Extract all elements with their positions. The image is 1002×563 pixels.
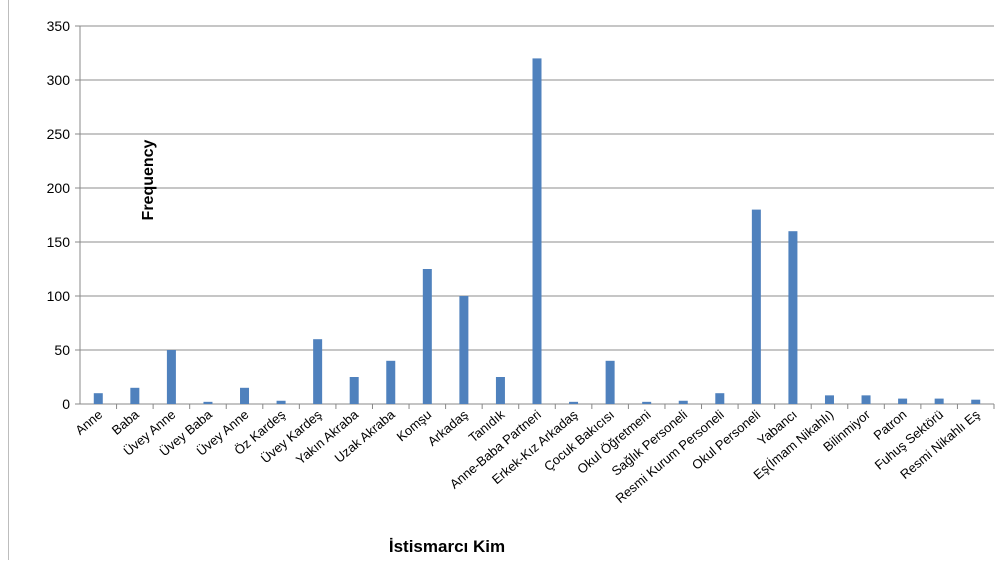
bar <box>752 210 761 404</box>
bar <box>130 388 139 404</box>
y-tick-label: 200 <box>47 180 71 196</box>
bar <box>203 402 212 404</box>
x-category-label: Anne <box>72 407 105 438</box>
bar <box>496 377 505 404</box>
bar <box>533 58 542 404</box>
bar <box>606 361 615 404</box>
chart-frame: 0 50 100 150 200 250 300 350 Anne Baba Üvey Anne Ü… <box>8 0 998 560</box>
bar <box>825 395 834 404</box>
x-category-label: Arkadaş <box>425 406 472 448</box>
y-tick-label: 100 <box>47 288 71 304</box>
bar <box>313 339 322 404</box>
y-tick-label: 300 <box>47 72 71 88</box>
y-tick-label: 250 <box>47 126 71 142</box>
bar <box>569 402 578 404</box>
bar <box>642 402 651 404</box>
bar <box>386 361 395 404</box>
y-tick-label: 350 <box>47 18 71 34</box>
bar <box>715 393 724 404</box>
bar <box>788 231 797 404</box>
bar <box>277 401 286 404</box>
bar <box>240 388 249 404</box>
bar <box>679 401 688 404</box>
bar <box>898 399 907 404</box>
bar <box>971 400 980 404</box>
y-tick-label: 150 <box>47 234 71 250</box>
bar <box>459 296 468 404</box>
bars <box>94 58 980 404</box>
x-axis-title: İstismarcı Kim <box>389 537 505 556</box>
bar <box>350 377 359 404</box>
bar <box>423 269 432 404</box>
y-tick-label: 0 <box>62 396 70 412</box>
y-axis-ticks: 0 50 100 150 200 250 300 350 <box>47 18 80 412</box>
bar <box>935 399 944 404</box>
y-axis-title: Frequency <box>140 139 157 220</box>
bar <box>862 395 871 404</box>
y-tick-label: 50 <box>54 342 70 358</box>
bar <box>94 393 103 404</box>
bar <box>167 350 176 404</box>
